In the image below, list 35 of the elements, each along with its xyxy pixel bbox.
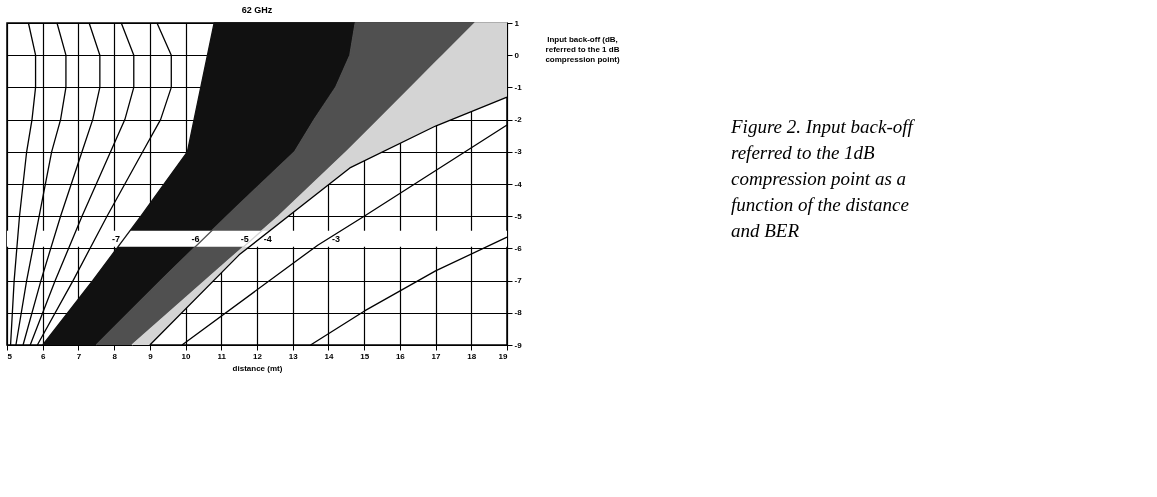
y-tick-label: -5 bbox=[514, 211, 523, 221]
x-tick-label: 5 bbox=[7, 351, 13, 361]
y-tick-label: -2 bbox=[514, 115, 523, 125]
y-tick-label: 0 bbox=[514, 50, 520, 60]
x-tick-label: 13 bbox=[288, 351, 299, 361]
x-tick-label: 12 bbox=[253, 351, 263, 361]
series-label: -6 bbox=[191, 233, 200, 244]
y-tick-label: -1 bbox=[514, 82, 523, 92]
series-label: -3 bbox=[332, 233, 341, 244]
y-tick-label: -4 bbox=[514, 179, 523, 189]
series-label: -4 bbox=[263, 233, 272, 244]
x-tick-label: 19 bbox=[498, 351, 509, 361]
x-axis-title: distance (mt) bbox=[232, 363, 283, 373]
y-tick-label: 1 bbox=[514, 18, 520, 28]
y-tick-label: -9 bbox=[514, 340, 523, 350]
x-tick-label: 9 bbox=[148, 351, 154, 361]
series-label: -7 bbox=[112, 233, 121, 244]
series-label: -5 bbox=[240, 233, 249, 244]
y-tick-label: -7 bbox=[514, 276, 523, 286]
x-tick-label: 17 bbox=[431, 351, 442, 361]
y-tick-label: -6 bbox=[514, 243, 523, 253]
x-tick-label: 11 bbox=[217, 351, 227, 361]
x-tick-label: 7 bbox=[76, 351, 82, 361]
y-tick-label: -3 bbox=[514, 147, 523, 157]
x-tick-label: 18 bbox=[467, 351, 477, 361]
x-tick-label: 10 bbox=[181, 351, 192, 361]
x-tick-label: 16 bbox=[395, 351, 406, 361]
x-tick-label: 8 bbox=[112, 351, 118, 361]
chart-title: 62 GHz bbox=[241, 5, 273, 15]
x-tick-label: 15 bbox=[360, 351, 370, 361]
y-axis-title: Input back-off (dB, referred to the 1 dB compression point) bbox=[545, 34, 620, 64]
y-tick-label: -8 bbox=[514, 308, 523, 318]
x-tick-label: 6 bbox=[40, 351, 46, 361]
caption: Figure 2. Input back-off referred to the 1dB compression point as a function of the distance and BER bbox=[730, 116, 916, 241]
x-tick-label: 14 bbox=[324, 351, 334, 361]
